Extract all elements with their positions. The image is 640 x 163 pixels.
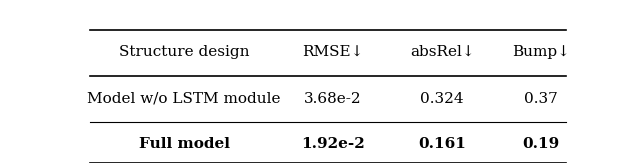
Text: Structure design: Structure design [119, 45, 250, 59]
Text: 1.92e-2: 1.92e-2 [301, 137, 365, 151]
Text: Model w/o LSTM module: Model w/o LSTM module [88, 92, 281, 106]
Text: 0.324: 0.324 [420, 92, 464, 106]
Text: Bump↓: Bump↓ [513, 45, 570, 59]
Text: 0.37: 0.37 [524, 92, 558, 106]
Text: RMSE↓: RMSE↓ [302, 45, 364, 59]
Text: 3.68e-2: 3.68e-2 [304, 92, 362, 106]
Text: absRel↓: absRel↓ [410, 45, 474, 59]
Text: 0.19: 0.19 [523, 137, 560, 151]
Text: Full model: Full model [139, 137, 230, 151]
Text: 0.161: 0.161 [418, 137, 466, 151]
